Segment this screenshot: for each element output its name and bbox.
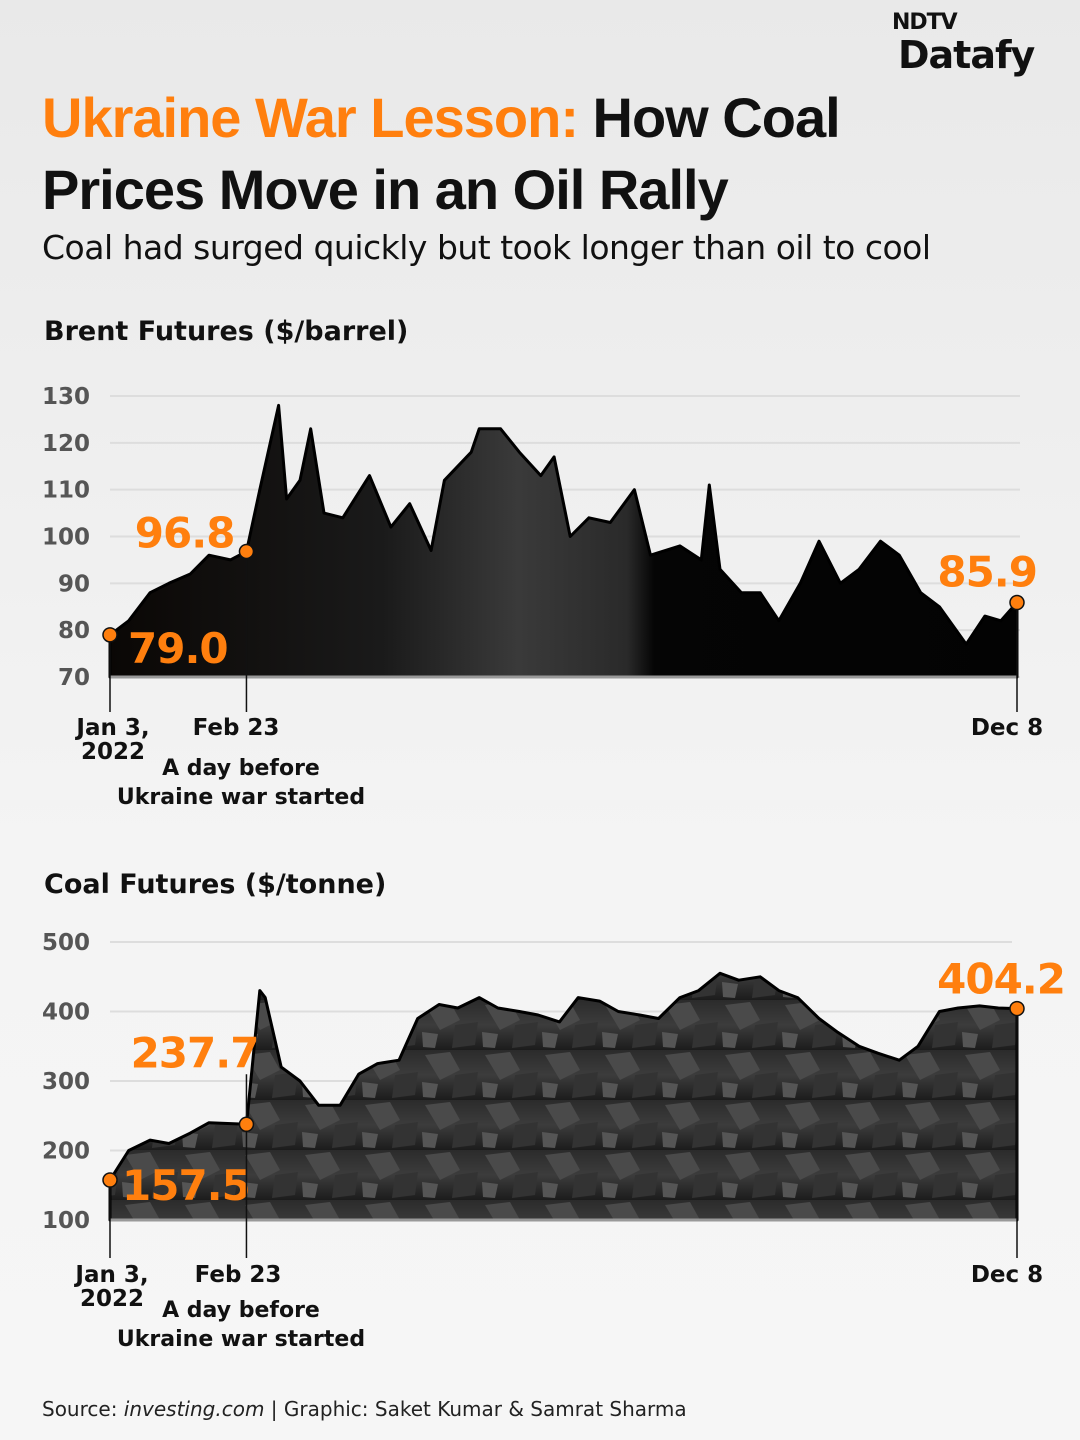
annotation-line2: Ukraine war started [116, 785, 366, 810]
y-tick-label: 110 [42, 478, 90, 504]
annotation-line2: Ukraine war started [116, 1327, 366, 1352]
source-label: Source: [42, 1397, 124, 1421]
brent-x-end: Dec 8 [970, 715, 1044, 741]
brent-war-annotation: A day before Ukraine war started [117, 754, 365, 812]
ndtv-datafy-logo: NDTV Datafy [892, 10, 1062, 77]
y-tick-label: 300 [42, 1069, 90, 1095]
y-tick-label: 100 [42, 1208, 90, 1234]
x-label-year: 2022 [80, 739, 146, 765]
y-tick-label: 90 [58, 571, 90, 597]
coal-chart-title: Coal Futures ($/tonne) [44, 869, 387, 900]
brent-chart-title: Brent Futures ($/barrel) [44, 316, 409, 347]
highlight-value-label: 237.7 [131, 1028, 259, 1077]
highlight-point [1009, 1000, 1025, 1017]
title-rest: How Coal Prices Move in an Oil Rally [42, 86, 841, 221]
y-tick-label: 100 [42, 525, 90, 551]
logo-datafy: Datafy [898, 33, 1035, 77]
series-area [108, 971, 1019, 1222]
series-area [108, 403, 1019, 679]
y-tick-label: 400 [42, 1000, 90, 1026]
coal-x-mid: Feb 23 [194, 1262, 282, 1288]
highlight-point [238, 543, 255, 560]
coal-war-annotation: A day before Ukraine war started [117, 1296, 365, 1354]
brent-x-mid: Feb 23 [192, 715, 280, 741]
y-tick-label: 200 [42, 1139, 90, 1165]
y-tick-label: 500 [42, 930, 90, 956]
coal-x-end: Dec 8 [970, 1262, 1044, 1288]
title-highlight: Ukraine War Lesson: [42, 86, 579, 149]
logo-ndtv: NDTV [892, 10, 958, 35]
subtitle: Coal had surged quickly but took longer … [42, 228, 931, 267]
graphic-credit: | Graphic: Saket Kumar & Samrat Sharma [264, 1397, 687, 1421]
coal-x-start: Jan 3, 2022 [75, 1263, 148, 1311]
highlight-point [102, 1172, 118, 1188]
highlight-point [102, 627, 118, 643]
y-tick-label: 80 [58, 618, 90, 644]
highlight-point [238, 1116, 255, 1133]
highlight-value-label: 157.5 [122, 1161, 250, 1210]
y-tick-label: 120 [42, 431, 90, 457]
y-tick-label: 130 [42, 384, 90, 410]
x-label-start: Jan 3, [75, 1262, 149, 1288]
page-title: Ukraine War Lesson: How Coal Prices Move… [42, 82, 882, 226]
source-site: investing.com [123, 1397, 265, 1421]
highlight-value-label: 96.8 [135, 508, 235, 557]
highlight-point [1009, 594, 1025, 611]
y-tick-label: 70 [58, 665, 90, 691]
highlight-value-label: 404.2 [937, 955, 1065, 1004]
x-label-start: Jan 3, [76, 715, 150, 741]
highlight-value-label: 85.9 [937, 548, 1037, 597]
source-credit: Source: investing.com | Graphic: Saket K… [42, 1397, 687, 1421]
annotation-line1: A day before [162, 1298, 320, 1323]
annotation-line1: A day before [162, 756, 320, 781]
x-label-year: 2022 [79, 1286, 145, 1312]
highlight-value-label: 79.0 [128, 624, 228, 673]
brent-x-start: Jan 3, 2022 [76, 716, 149, 764]
